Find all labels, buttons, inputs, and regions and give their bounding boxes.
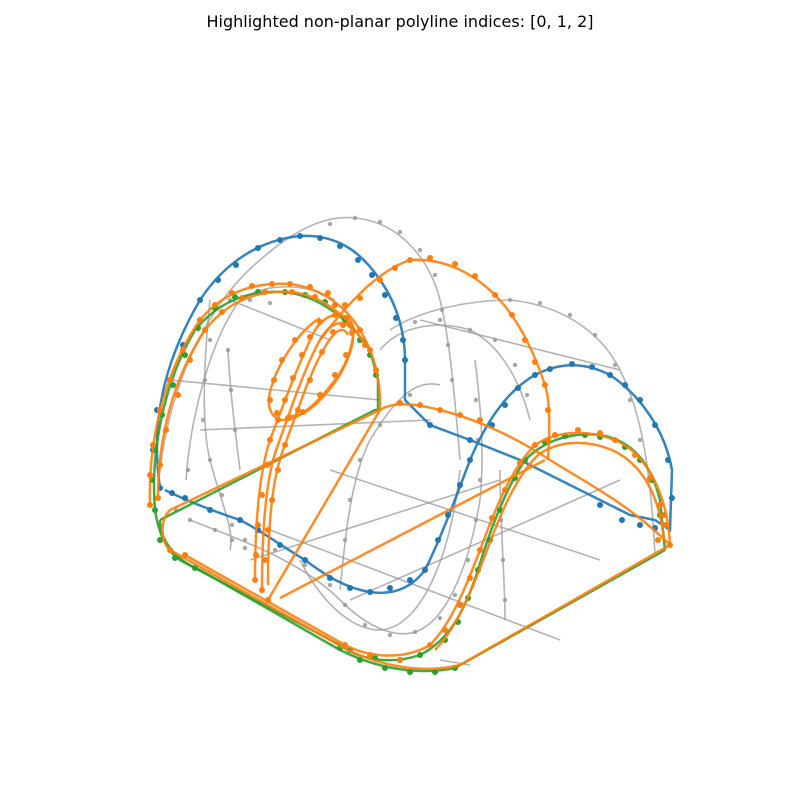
gray-curve-front-2: [299, 469, 461, 631]
polyline-0-blue-points: [150, 233, 675, 595]
polyline-1-orange-points: [147, 255, 673, 663]
gray-arch-right-top: [389, 299, 656, 556]
gray-line-5: [269, 529, 561, 641]
gray-curve-front-1: [189, 359, 483, 635]
gray-arch-back: [157, 216, 461, 491]
gray-line-4: [419, 319, 621, 371]
gray-line-6: [329, 469, 601, 561]
gray-line-9: [439, 659, 471, 666]
gray-curve-left-1: [203, 299, 232, 551]
gray-arch-mid: [185, 286, 336, 481]
polyline-1-orange: [148, 258, 672, 671]
gray-line-1: [169, 379, 381, 401]
figure-title: Highlighted non-planar polyline indices:…: [206, 12, 594, 31]
gray-line-2: [199, 419, 431, 431]
gray-curve-front-3: [339, 383, 441, 591]
gray-curve-left-2: [227, 349, 241, 471]
gray-curve-front-4: [499, 469, 506, 621]
